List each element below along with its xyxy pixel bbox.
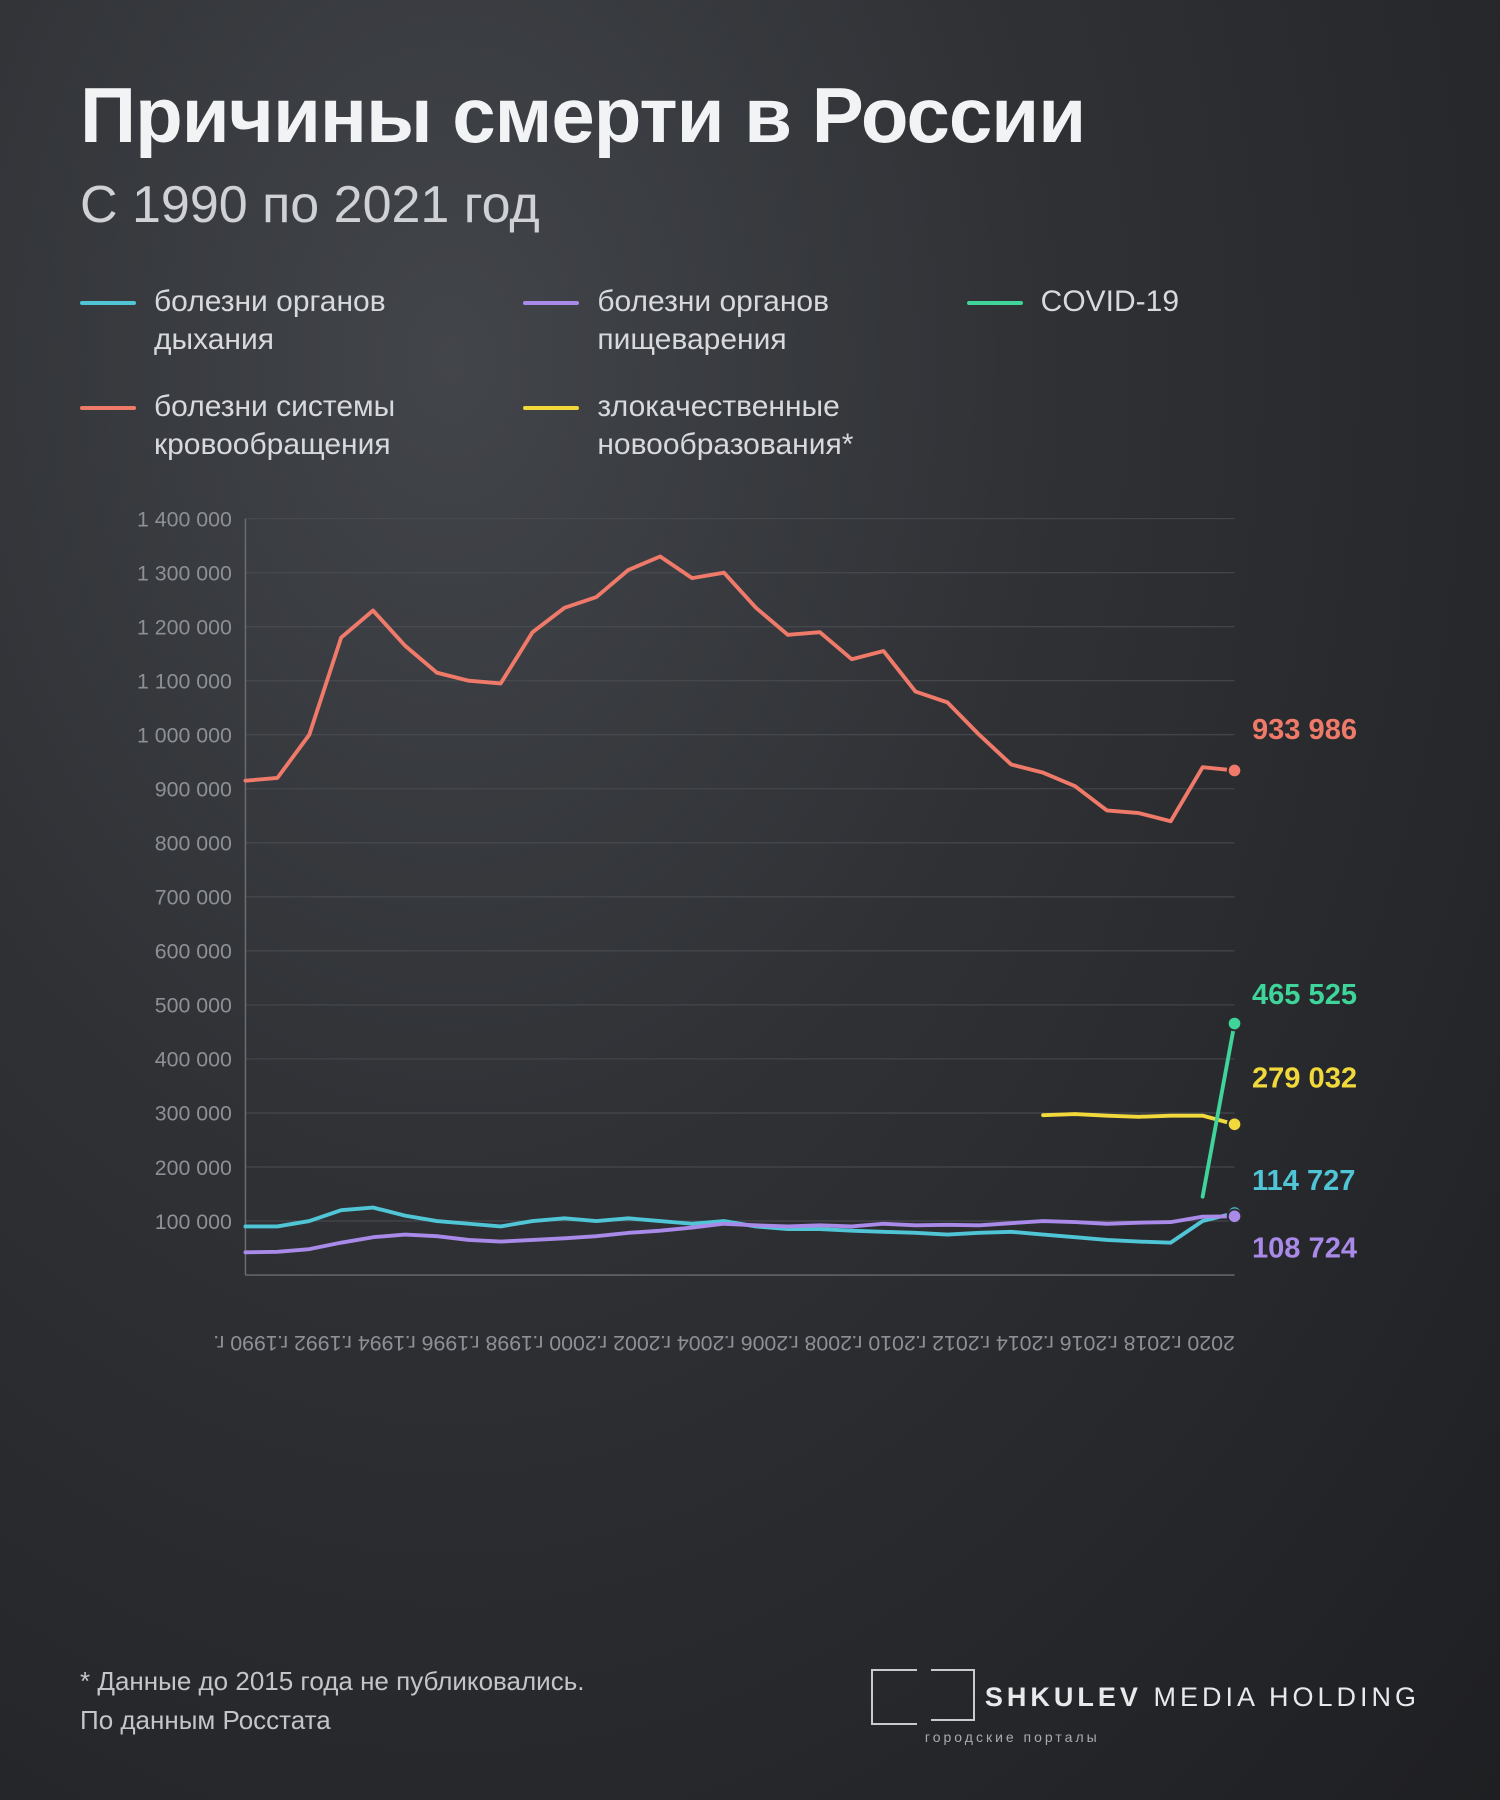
legend-item: COVID-19 (967, 283, 1380, 358)
svg-text:1 400 000: 1 400 000 (137, 509, 232, 531)
svg-text:1998 г.: 1998 г. (468, 1331, 532, 1355)
svg-text:2020 г.: 2020 г. (1170, 1331, 1234, 1355)
svg-text:2008 г.: 2008 г. (788, 1331, 852, 1355)
legend-label: болезни органовдыхания (154, 283, 386, 358)
legend-label: болезни системыкровообращения (154, 388, 395, 463)
chart-legend: болезни органовдыхания болезни органовпищ… (80, 283, 1420, 463)
page-title: Причины смерти в России (80, 70, 1420, 161)
svg-text:1994 г.: 1994 г. (341, 1331, 405, 1355)
svg-text:1 100 000: 1 100 000 (137, 670, 232, 694)
legend-label: злокачественныеновообразования* (597, 388, 853, 463)
svg-text:1996 г.: 1996 г. (405, 1331, 469, 1355)
svg-text:2000 г.: 2000 г. (532, 1331, 596, 1355)
footnote-line: По данным Росстата (80, 1701, 584, 1740)
line-chart: 100 000 200 000 300 000 400 000 500 000 600 0… (100, 509, 1380, 1449)
svg-text:1 200 000: 1 200 000 (137, 616, 232, 640)
legend-item: болезни системыкровообращения (80, 388, 493, 463)
legend-label: болезни органовпищеварения (597, 283, 829, 358)
logo-subtext: городские порталы (925, 1729, 1420, 1745)
svg-text:2014 г.: 2014 г. (979, 1331, 1043, 1355)
svg-text:1 000 000: 1 000 000 (137, 724, 232, 748)
legend-item: болезни органовпищеварения (523, 283, 936, 358)
svg-text:200 000: 200 000 (155, 1156, 232, 1180)
legend-item: болезни органовдыхания (80, 283, 493, 358)
svg-text:2018 г.: 2018 г. (1107, 1331, 1171, 1355)
svg-text:800 000: 800 000 (155, 832, 232, 856)
svg-text:600 000: 600 000 (155, 940, 232, 964)
footnote-line: * Данные до 2015 года не публиковались. (80, 1662, 584, 1701)
svg-text:300 000: 300 000 (155, 1102, 232, 1126)
legend-swatch (523, 406, 579, 410)
svg-text:2012 г.: 2012 г. (915, 1331, 979, 1355)
logo-text: MEDIA HOLDING (1153, 1682, 1420, 1712)
svg-text:700 000: 700 000 (155, 886, 232, 910)
svg-text:933 986: 933 986 (1252, 714, 1357, 746)
legend-swatch (80, 406, 136, 410)
svg-text:400 000: 400 000 (155, 1048, 232, 1072)
svg-text:2016 г.: 2016 г. (1043, 1331, 1107, 1355)
svg-text:2006 г.: 2006 г. (724, 1331, 788, 1355)
svg-text:100 000: 100 000 (155, 1210, 232, 1234)
svg-text:1990 г.: 1990 г. (213, 1331, 277, 1355)
legend-swatch (967, 301, 1023, 305)
svg-text:1992 г.: 1992 г. (277, 1331, 341, 1355)
svg-text:2002 г.: 2002 г. (596, 1331, 660, 1355)
legend-swatch (80, 301, 136, 305)
logo-bracket-icon (931, 1669, 975, 1721)
page-subtitle: С 1990 по 2021 год (80, 175, 1420, 235)
svg-text:2010 г.: 2010 г. (851, 1331, 915, 1355)
svg-text:2004 г.: 2004 г. (660, 1331, 724, 1355)
svg-text:114 727: 114 727 (1252, 1165, 1356, 1197)
svg-text:279 032: 279 032 (1252, 1063, 1357, 1095)
svg-text:465 525: 465 525 (1252, 979, 1357, 1011)
svg-text:108 724: 108 724 (1252, 1233, 1358, 1265)
legend-item: злокачественныеновообразования* (523, 388, 936, 463)
logo-text-bold: SHKULEV (985, 1682, 1142, 1712)
publisher-logo: SHKULEV MEDIA HOLDING городские порталы (925, 1671, 1420, 1745)
footnote: * Данные до 2015 года не публиковались. … (80, 1662, 584, 1740)
svg-text:500 000: 500 000 (155, 994, 232, 1018)
svg-text:900 000: 900 000 (155, 778, 232, 802)
legend-swatch (523, 301, 579, 305)
svg-text:1 300 000: 1 300 000 (137, 561, 232, 585)
legend-label: COVID-19 (1041, 283, 1179, 321)
